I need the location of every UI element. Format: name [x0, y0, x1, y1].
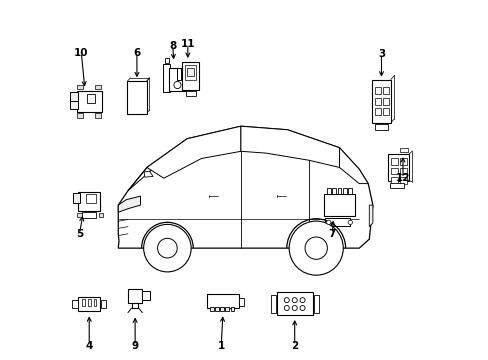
Circle shape	[305, 237, 327, 259]
Circle shape	[300, 298, 305, 303]
Bar	[187, 68, 194, 76]
Text: 1: 1	[217, 341, 224, 351]
Bar	[82, 212, 96, 219]
Bar	[72, 301, 78, 309]
Bar	[182, 62, 199, 90]
Bar	[168, 68, 185, 91]
Bar	[390, 177, 397, 184]
Bar	[185, 91, 195, 96]
Circle shape	[143, 224, 191, 272]
Text: 4: 4	[85, 341, 93, 351]
Bar	[400, 158, 406, 165]
Bar	[70, 92, 78, 102]
Text: 5: 5	[76, 229, 83, 239]
Bar	[220, 307, 224, 311]
Bar	[337, 188, 341, 194]
Bar	[389, 183, 403, 188]
Circle shape	[288, 221, 343, 275]
Bar	[313, 295, 318, 313]
Bar	[206, 294, 239, 308]
Bar	[73, 193, 80, 203]
Bar	[86, 94, 95, 103]
Bar	[332, 188, 335, 194]
Circle shape	[292, 298, 297, 303]
Bar	[127, 81, 146, 114]
Bar	[230, 307, 234, 311]
Circle shape	[157, 238, 177, 258]
Bar	[325, 219, 349, 226]
Bar	[70, 102, 78, 109]
Circle shape	[292, 306, 297, 311]
Text: 2: 2	[290, 341, 298, 351]
Circle shape	[300, 306, 305, 311]
Bar	[270, 295, 275, 313]
Bar	[128, 289, 142, 303]
Bar	[326, 188, 330, 194]
Bar	[77, 113, 83, 118]
Bar	[374, 87, 380, 94]
Bar	[239, 298, 244, 306]
Bar	[400, 148, 407, 152]
Polygon shape	[241, 126, 339, 167]
Text: 9: 9	[131, 341, 139, 351]
Bar	[374, 98, 380, 105]
Circle shape	[284, 306, 289, 311]
Bar	[77, 213, 81, 217]
Bar	[142, 291, 149, 300]
Bar	[99, 213, 103, 217]
Polygon shape	[118, 126, 372, 248]
Bar	[93, 299, 96, 306]
Text: 3: 3	[377, 49, 385, 59]
Bar	[374, 108, 380, 116]
Bar	[210, 307, 214, 311]
Bar	[185, 65, 196, 80]
Bar	[390, 168, 397, 174]
Bar	[343, 188, 346, 194]
Bar	[348, 188, 351, 194]
Bar	[163, 64, 169, 92]
Bar	[400, 168, 406, 174]
Bar	[95, 113, 101, 118]
Text: 12: 12	[395, 173, 409, 183]
Text: 7: 7	[328, 229, 335, 239]
Bar	[88, 299, 90, 306]
Bar	[215, 307, 219, 311]
Bar	[78, 297, 100, 311]
Text: 11: 11	[180, 40, 195, 49]
Bar	[77, 91, 102, 112]
Bar	[387, 154, 408, 181]
Polygon shape	[177, 68, 181, 80]
Bar	[95, 85, 101, 89]
Polygon shape	[368, 205, 372, 226]
Polygon shape	[144, 171, 153, 177]
Circle shape	[347, 220, 352, 225]
Bar	[276, 292, 312, 315]
Bar	[85, 194, 96, 203]
Polygon shape	[118, 196, 140, 212]
Bar	[78, 192, 100, 211]
Text: 10: 10	[74, 48, 88, 58]
Bar	[382, 108, 388, 116]
Text: 8: 8	[169, 41, 176, 50]
Bar	[374, 124, 387, 130]
Bar	[164, 58, 168, 63]
Polygon shape	[147, 126, 241, 178]
Bar	[77, 85, 83, 89]
Bar	[82, 299, 85, 306]
Circle shape	[326, 220, 330, 225]
Bar	[400, 177, 406, 184]
Text: 6: 6	[133, 48, 140, 58]
Bar	[101, 301, 106, 309]
Bar	[324, 194, 354, 216]
Bar	[225, 307, 228, 311]
Circle shape	[174, 81, 181, 89]
Circle shape	[284, 298, 289, 303]
Bar	[382, 87, 388, 94]
Bar	[390, 158, 397, 165]
Bar	[371, 80, 390, 123]
Bar	[382, 98, 388, 105]
Polygon shape	[339, 148, 367, 184]
